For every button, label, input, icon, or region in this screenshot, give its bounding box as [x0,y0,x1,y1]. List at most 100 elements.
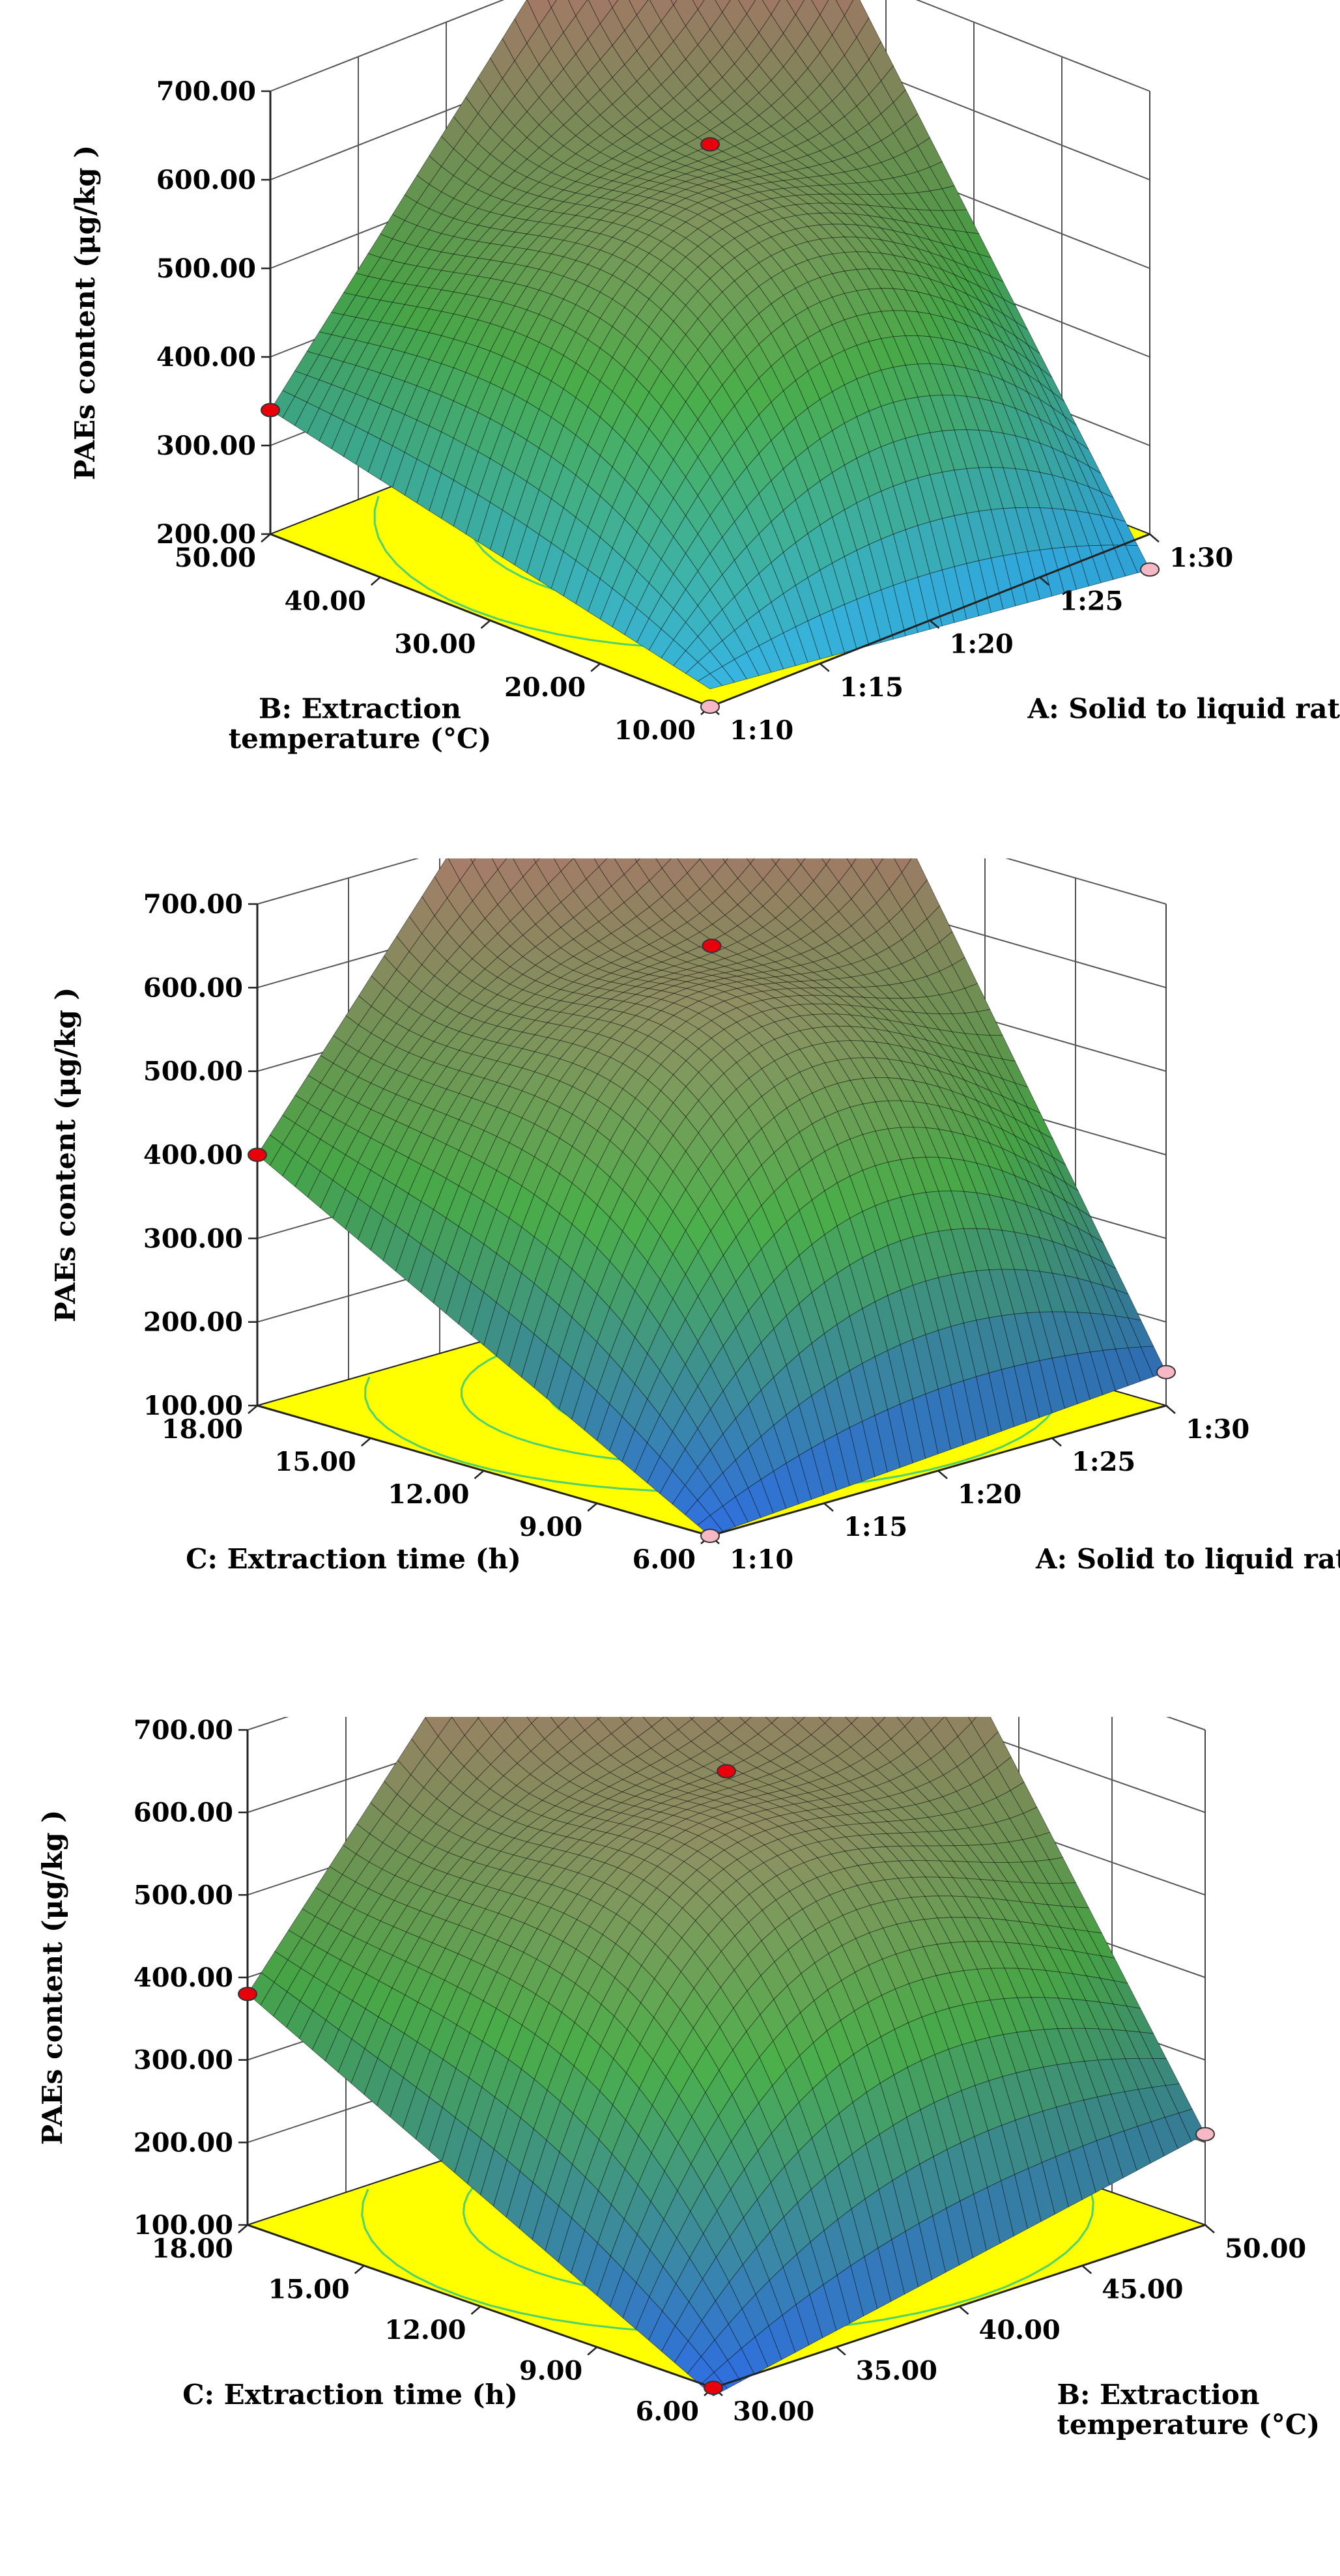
z-tick-label: 400.00 [134,1962,233,1993]
surface-facet [502,1717,509,1721]
surface-facet [596,1717,602,1720]
x-tick-mark [823,1503,834,1512]
x-axis-title: temperature (°C) [1057,2409,1320,2441]
design-point-marker [261,403,280,418]
x-tick-label: 35.00 [856,2356,937,2386]
y-tick-label: 10.00 [614,715,696,746]
x-tick-label: 1:20 [958,1479,1021,1510]
design-point-marker [700,137,720,152]
x-axis-title: A: Solid to liquid ratio [1035,1543,1340,1575]
y-tick-mark [248,1405,258,1414]
z-tick-label: 100.00 [143,1391,243,1421]
wall-gridline [270,0,505,92]
wall-gridline [915,0,1150,92]
surface-facet [526,1717,539,1724]
y-tick-mark [370,576,381,586]
surface-facet [547,0,557,8]
surface-facet [845,1717,859,1724]
surface-facet [533,858,540,864]
x-tick-mark [1039,576,1050,586]
x-tick-label: 1:20 [950,629,1014,660]
z-tick-label: 500.00 [143,1056,243,1087]
z-tick-label: 600.00 [134,1798,233,1828]
surface-facet [634,858,640,862]
z-tick-label: 200.00 [156,519,256,550]
design-point-marker [1156,1365,1176,1380]
surface-facet [791,1717,806,1724]
z-tick-label: 300.00 [134,2045,233,2076]
surface-plot-svg: 700.00 600.00 500.00 400.00 300.00 200.00 100.… [50,858,1340,1575]
x-tick-label: 1:10 [730,1544,793,1575]
surface-facet [697,673,723,690]
surface-facet [771,858,780,865]
z-tick-label: 400.00 [143,1140,243,1170]
design-point-marker [700,1529,720,1543]
y-tick-mark [587,1503,598,1512]
x-tick-mark [929,619,940,629]
z-tick-label: 400.00 [156,342,256,373]
design-point-marker [248,1148,267,1162]
design-points [248,939,1176,1543]
y-axis-title: C: Extraction time (h) [182,2379,518,2411]
y-tick-label: 50.00 [175,543,256,573]
y-tick-label: 6.00 [633,1544,696,1575]
x-tick-label: 45.00 [1102,2274,1183,2305]
surface-plot-solid-ratio-vs-temperature: 700.00 600.00 500.00 400.00 300.00 200.00 PAEs… [0,0,1340,858]
x-tick-label: 1:15 [844,1512,907,1542]
y-axis-title: temperature (°C) [229,723,492,755]
y-tick-label: 20.00 [504,672,586,703]
x-tick-mark [1081,2265,1092,2274]
design-point-marker [700,700,720,714]
surface-facet [715,0,731,13]
z-tick-label: 200.00 [134,2127,233,2158]
z-tick-label: 300.00 [143,1223,243,1254]
x-tick-label: 1:15 [840,672,904,703]
y-tick-label: 40.00 [284,586,365,616]
x-tick-mark [835,2346,846,2356]
y-tick-mark [470,2306,481,2315]
y-tick-mark [261,533,271,543]
design-point-marker [238,1987,257,2002]
surface-plot-svg: 700.00 600.00 500.00 400.00 300.00 200.00 100.… [36,1717,1320,2441]
y-tick-label: 6.00 [636,2396,699,2427]
y-tick-label: 18.00 [162,1414,243,1445]
y-tick-label: 15.00 [268,2274,349,2305]
surface-facet [692,0,705,10]
surface-facet [818,1717,832,1724]
response-surface [270,0,1150,690]
design-point-marker [717,1764,736,1779]
surface-plot-solid-ratio-vs-time: 700.00 600.00 500.00 400.00 300.00 200.00 100.… [0,858,1340,1717]
x-tick-mark [1205,2224,1215,2233]
x-tick-label: 1:25 [1059,586,1123,616]
surface-facet [821,858,831,866]
z-tick-label: 200.00 [143,1307,243,1338]
z-tick-label: 500.00 [134,1880,233,1910]
y-tick-mark [474,1470,485,1479]
x-tick-label: 40.00 [979,2315,1061,2345]
z-axis-title: PAEs content (μg/kg ) [36,1810,68,2145]
y-tick-label: 15.00 [274,1447,356,1477]
surface-facet [870,858,884,869]
y-tick-label: 30.00 [394,629,476,660]
x-axis-title: A: Solid to liquid ratio [1027,693,1340,725]
design-points [238,1764,1215,2395]
surface-facet [796,858,806,865]
z-tick-label: 500.00 [156,253,256,284]
surface-facet [689,1717,695,1720]
surface-facet [670,0,677,6]
y-tick-mark [587,2346,598,2356]
axes: 700.00 600.00 500.00 400.00 300.00 200.00 100.… [36,1717,1320,2441]
z-axis-title: PAEs content (μg/kg ) [69,145,101,480]
y-axis-title: C: Extraction time (h) [186,1543,521,1575]
axes: 700.00 600.00 500.00 400.00 300.00 200.00 PAEs… [69,76,1340,755]
surface-facet [620,1717,634,1724]
x-tick-label: 30.00 [733,2396,814,2427]
y-tick-label: 12.00 [388,1479,469,1510]
design-point-marker [1195,2127,1215,2142]
x-tick-mark [958,2306,969,2315]
surface-plot-temperature-vs-time: 700.00 600.00 500.00 400.00 300.00 200.00 100.… [0,1717,1340,2575]
x-tick-label: 1:10 [730,715,793,746]
surface-facet [608,0,619,8]
surface-facet [871,1717,886,1725]
x-tick-label: 50.00 [1225,2233,1306,2264]
